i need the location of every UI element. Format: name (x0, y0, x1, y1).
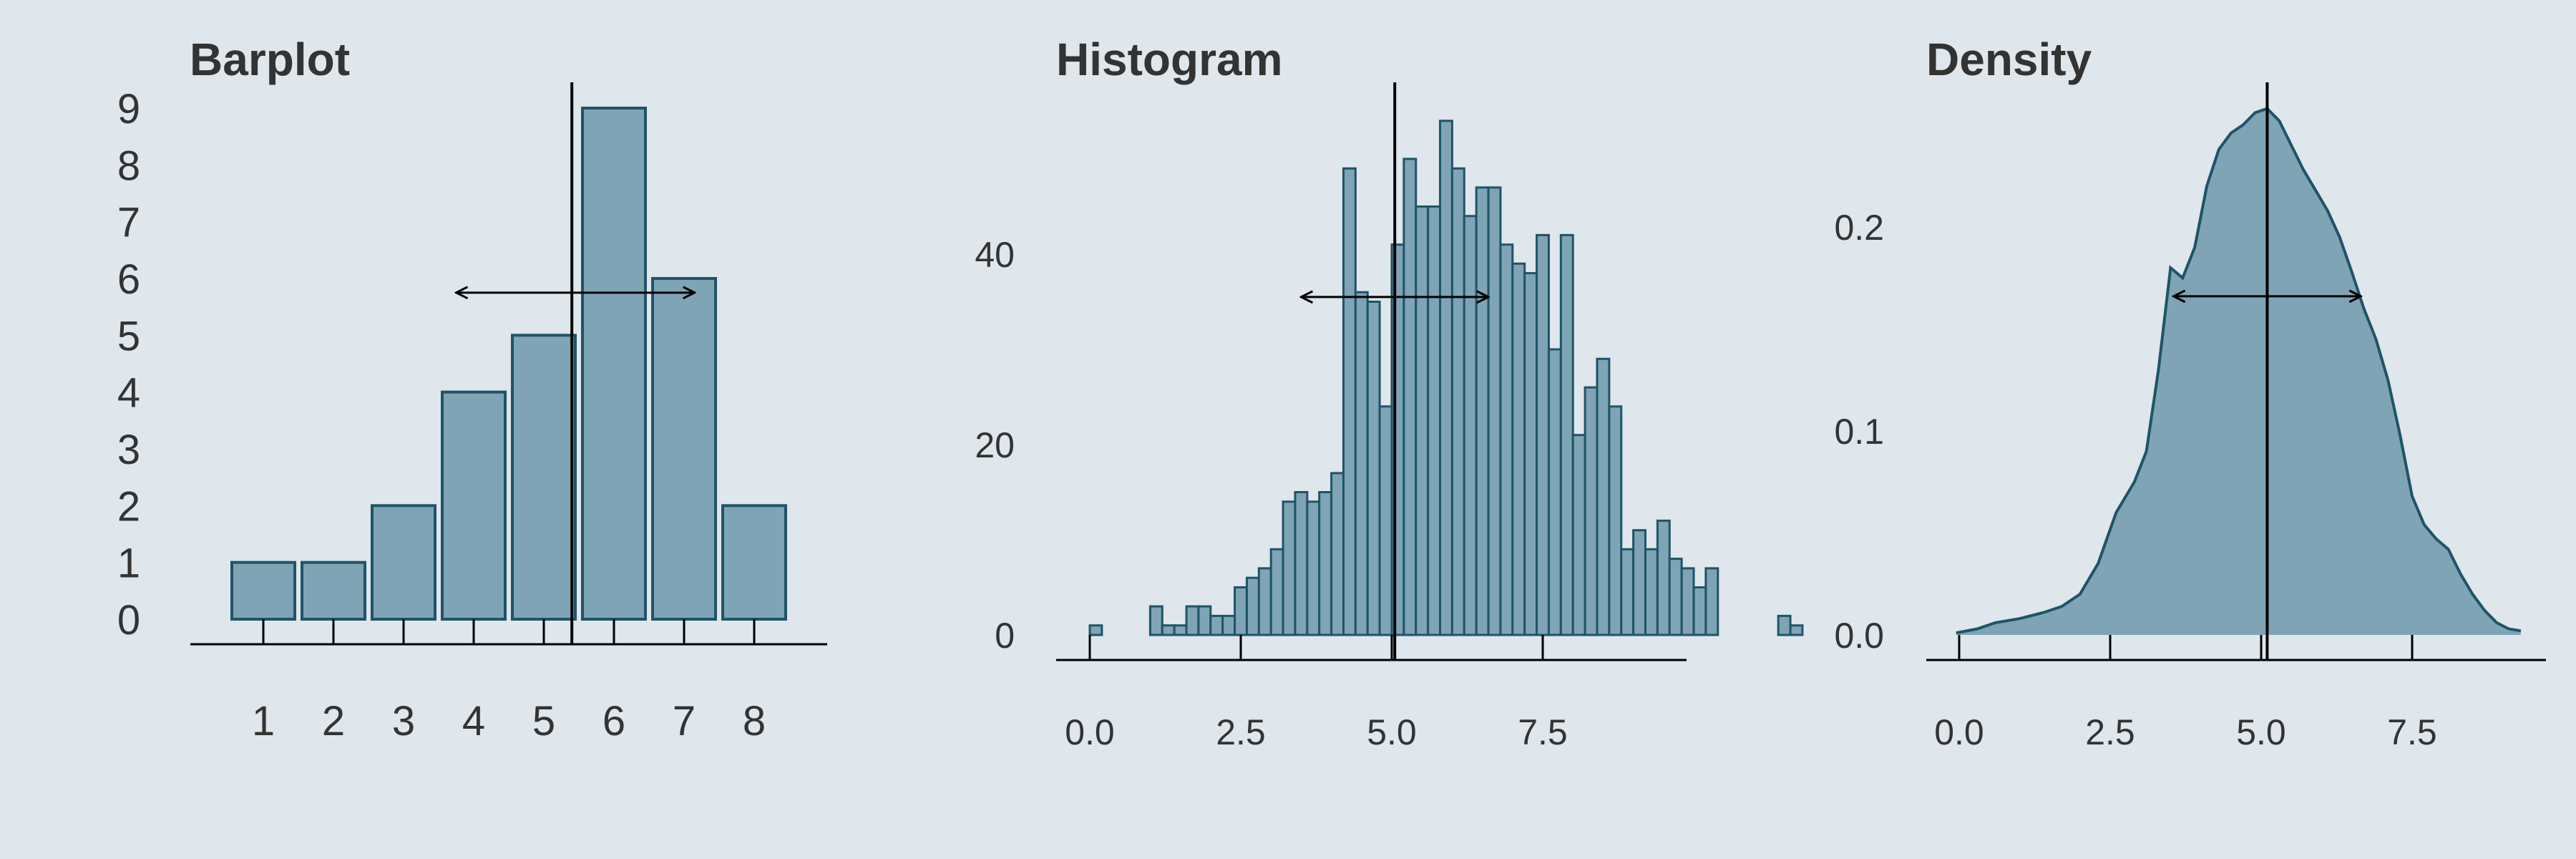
histogram-bin (1245, 576, 1260, 636)
density-x-tick-label: 2.5 (2085, 712, 2135, 752)
histogram-bin (1185, 605, 1200, 636)
histogram-bin (1439, 120, 1453, 636)
barplot-x-tick-label: 6 (602, 698, 625, 744)
histogram-bin (1257, 567, 1272, 636)
histogram-bin (1475, 186, 1490, 636)
density-y-tick-label: 0.1 (1834, 412, 1884, 452)
histogram-y-tick-label: 20 (975, 425, 1015, 465)
density-curve (1956, 107, 2522, 635)
density-title: Density (1926, 34, 2092, 85)
density-x-tick-label: 7.5 (2387, 712, 2437, 752)
histogram-bin (1450, 167, 1465, 636)
histogram-bin (1571, 434, 1586, 636)
histogram-bin (1668, 558, 1683, 636)
histogram-bin (1547, 348, 1562, 636)
bar-3 (371, 504, 436, 621)
histogram-bin (1680, 567, 1695, 636)
histogram-bin (1269, 548, 1284, 636)
barplot-y-tick-label: 6 (117, 256, 140, 303)
histogram-y-tick-label: 40 (975, 235, 1015, 275)
density-panel: 0.0 2.5 5.0 7.5 0.0 0.1 0.2 (1834, 82, 2546, 752)
barplot-y-tick-label: 3 (117, 427, 140, 473)
histogram-y-tick-label: 0 (995, 616, 1015, 656)
histogram-bin (1692, 586, 1707, 636)
histogram-bin (1584, 386, 1599, 636)
histogram-bin (1596, 357, 1611, 636)
barplot-y-tick-label: 4 (117, 370, 140, 417)
barplot-x-tick-label: 8 (743, 698, 766, 744)
histogram-bin (1378, 405, 1393, 636)
histogram-bin (1523, 272, 1538, 636)
histogram-x-tick-label: 0.0 (1065, 712, 1115, 752)
histogram-bin (1656, 519, 1671, 636)
barplot-y-tick-label: 1 (117, 540, 140, 587)
barplot-x-tick-label: 5 (532, 698, 555, 744)
histogram-bin (1777, 614, 1792, 636)
histogram-x-tick-label: 7.5 (1518, 712, 1568, 752)
bar-2 (301, 560, 366, 621)
density-x-tick-label: 5.0 (2236, 712, 2286, 752)
histogram-bin (1402, 157, 1418, 636)
density-y-tick-label: 0.0 (1834, 616, 1884, 656)
histogram-bin (1306, 500, 1321, 636)
histogram-bin (1088, 624, 1103, 636)
histogram-bin (1487, 186, 1502, 636)
histogram-title: Histogram (1056, 34, 1283, 85)
barplot-x-tick-label: 4 (462, 698, 485, 744)
bar-6 (581, 107, 647, 621)
histogram-bin (1632, 529, 1646, 636)
barplot-x-tick-label: 7 (673, 698, 696, 744)
histogram-bin (1789, 624, 1804, 636)
barplot-y-tick-label: 9 (117, 86, 140, 132)
barplot-title: Barplot (190, 34, 350, 85)
barplot-y-tick-label: 7 (117, 200, 140, 246)
histogram-bin (1536, 233, 1550, 636)
histogram-bin (1704, 567, 1719, 636)
histogram-bin (1620, 548, 1635, 636)
barplot-x-tick-label: 1 (252, 698, 275, 744)
histogram-bin (1173, 624, 1188, 636)
histogram-bin (1354, 291, 1369, 636)
histogram-bin (1209, 614, 1224, 636)
density-x-tick-label: 0.0 (1934, 712, 1984, 752)
barplot-y-tick-label: 5 (117, 313, 140, 359)
bar-8 (721, 504, 787, 621)
histogram-bin (1463, 215, 1478, 636)
histogram-bin (1366, 301, 1381, 636)
bar-1 (230, 560, 296, 621)
bar-7 (651, 277, 717, 621)
histogram-bin (1161, 624, 1176, 636)
density-area (1956, 108, 2521, 635)
barplot-y-tick-label: 8 (117, 142, 140, 189)
histogram-bin (1415, 205, 1430, 636)
barplot-panel: 1 2 3 4 5 6 7 8 0 1 2 3 4 5 6 7 8 9 (117, 82, 827, 744)
histogram-bin (1234, 586, 1248, 636)
histogram-bin (1644, 548, 1659, 636)
histogram-bin (1511, 262, 1526, 636)
bar-5 (511, 334, 577, 621)
histogram-bin (1608, 405, 1623, 636)
barplot-x-tick-label: 3 (392, 698, 415, 744)
histogram-panel: 0.0 2.5 5.0 7.5 0 20 40 (975, 82, 1804, 752)
histogram-bin (1559, 233, 1574, 636)
histogram-bin (1221, 614, 1236, 636)
barplot-y-tick-label: 2 (117, 483, 140, 530)
histogram-bin (1148, 605, 1163, 636)
density-y-tick-label: 0.2 (1834, 208, 1884, 248)
bar-4 (441, 390, 507, 621)
histogram-x-tick-label: 2.5 (1216, 712, 1266, 752)
histogram-x-tick-label: 5.0 (1367, 712, 1417, 752)
histogram-bin (1282, 500, 1297, 636)
histogram-bin (1499, 243, 1514, 636)
barplot-x-tick-label: 2 (322, 698, 345, 744)
barplot-y-tick-label: 0 (117, 597, 140, 644)
histogram-bin (1330, 472, 1345, 636)
histogram-bin (1427, 205, 1442, 636)
histogram-bin (1342, 167, 1357, 636)
histogram-bin (1318, 491, 1333, 636)
histogram-bin (1294, 491, 1309, 636)
histogram-bin (1197, 605, 1212, 636)
